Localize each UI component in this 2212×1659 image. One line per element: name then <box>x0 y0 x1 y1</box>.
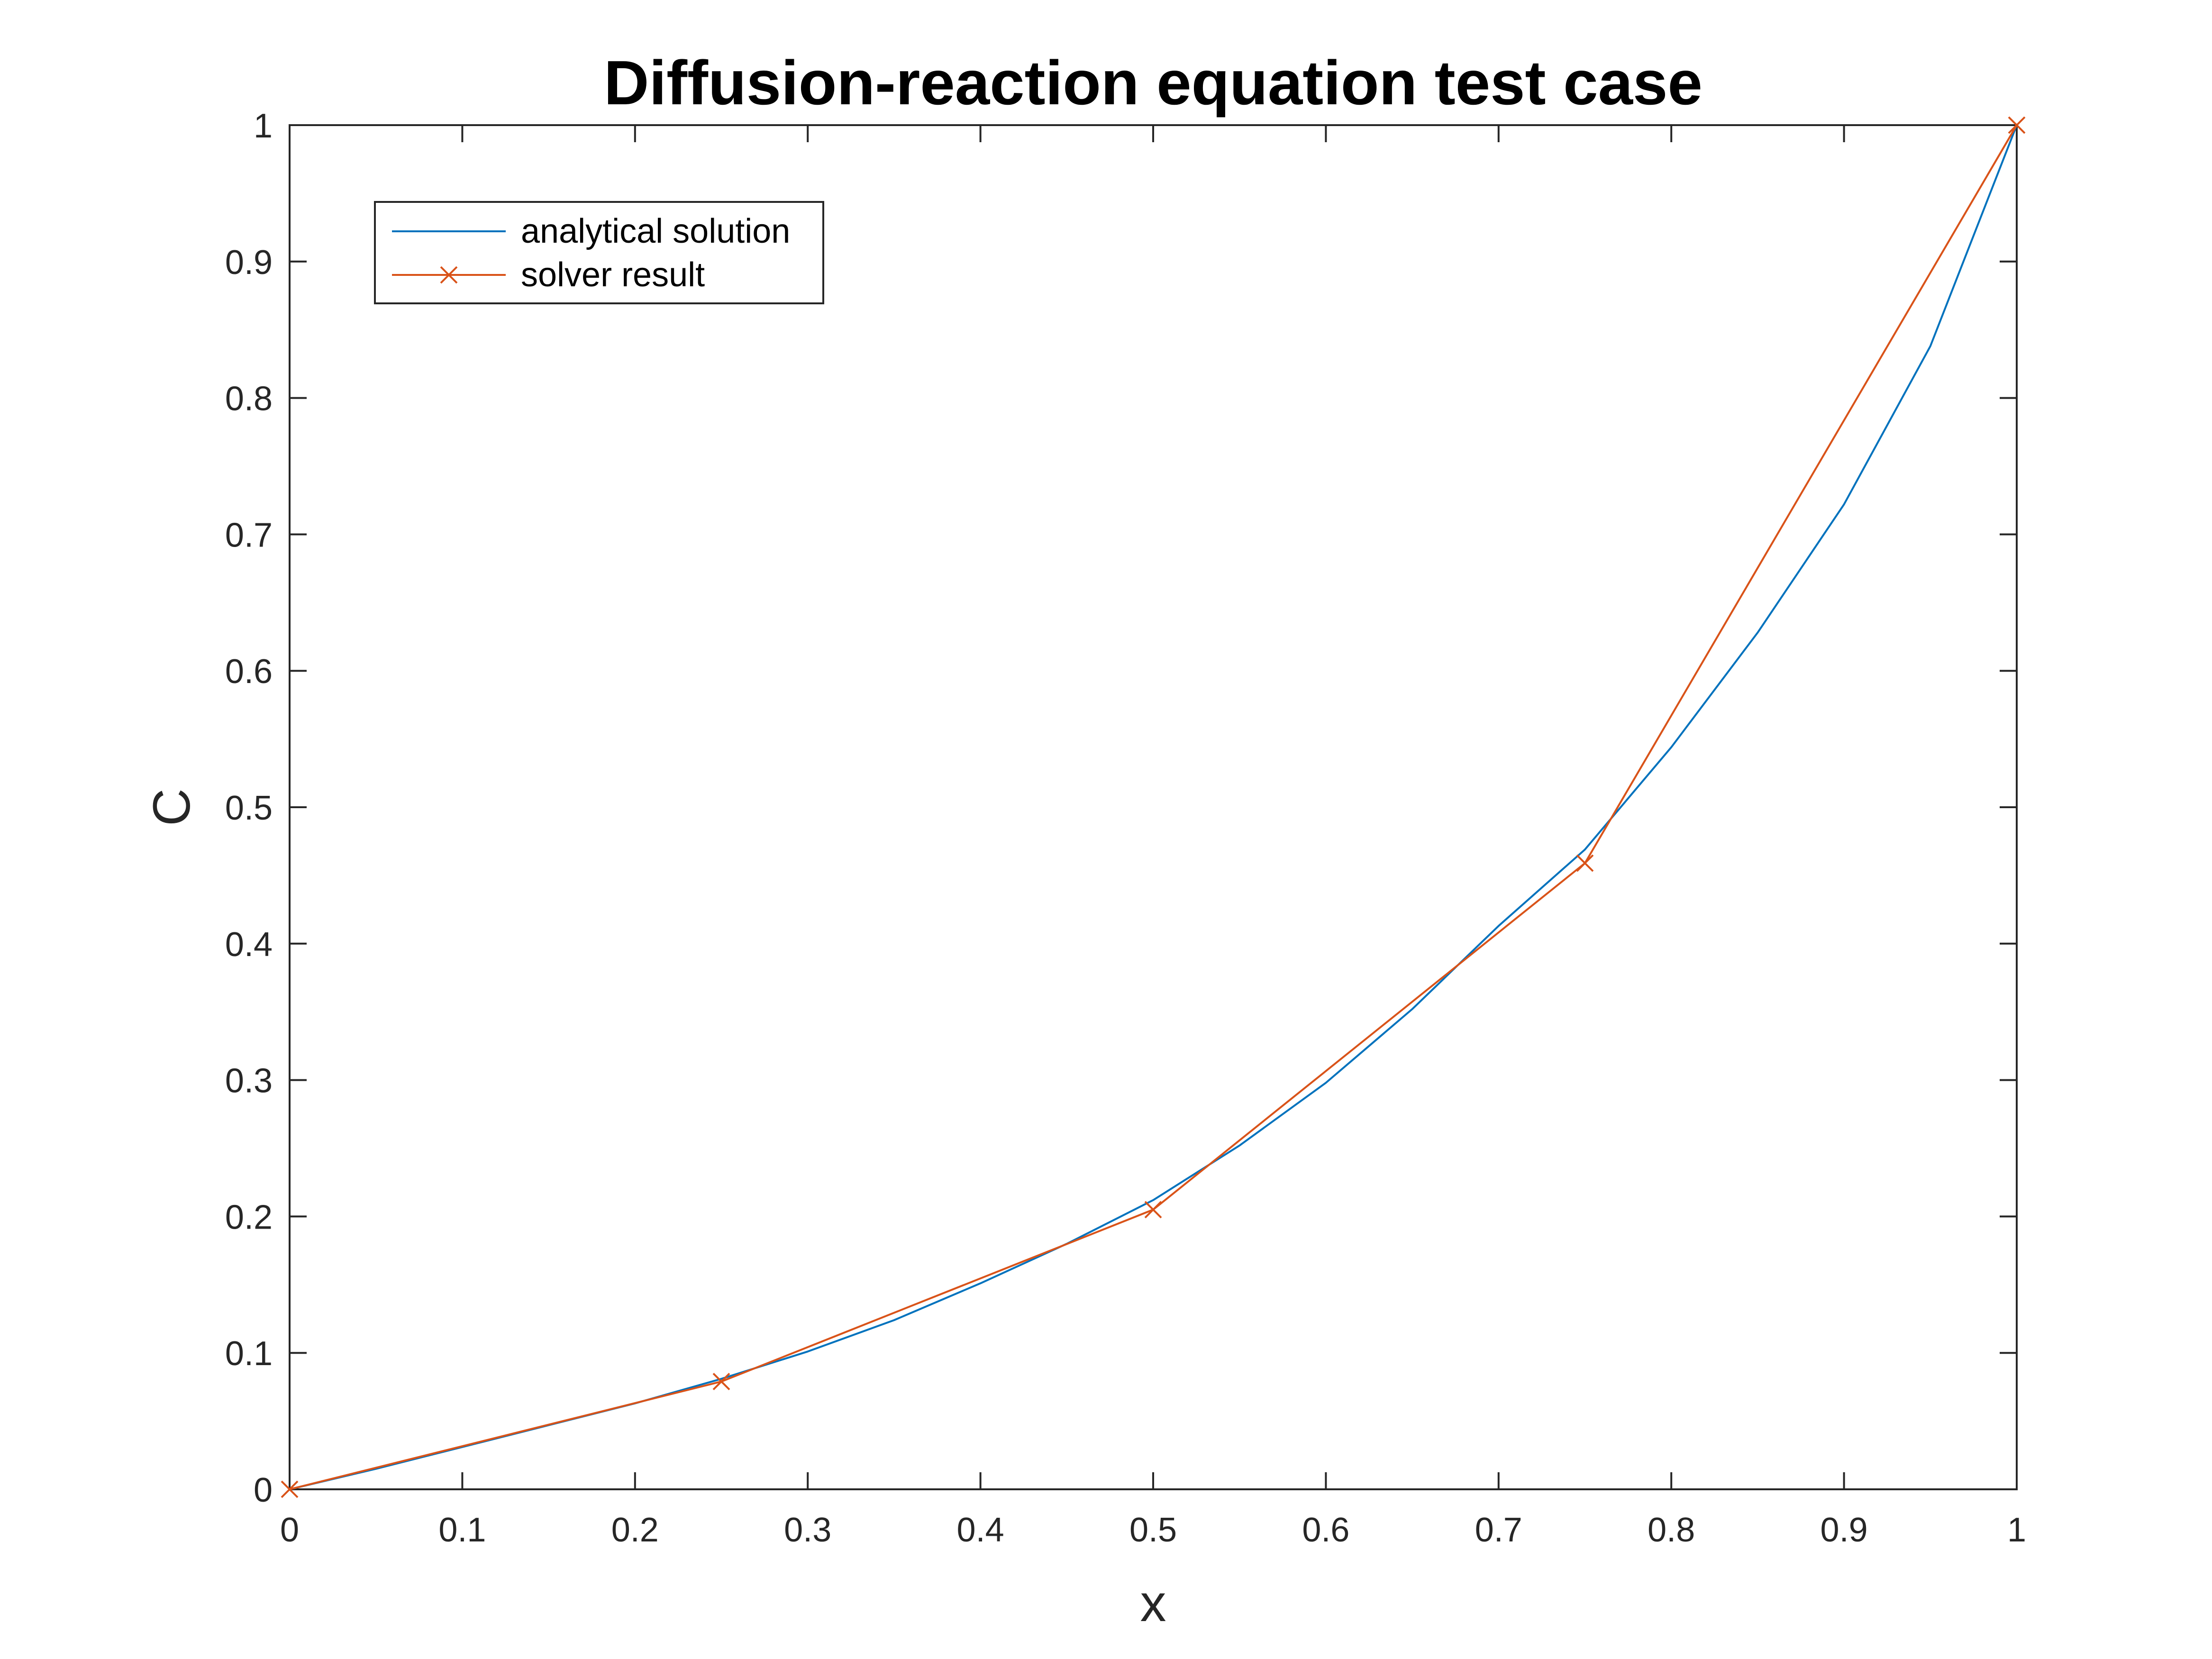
legend-label-solver: solver result <box>521 256 705 294</box>
y-tick-label: 0.9 <box>225 244 273 282</box>
series-layer <box>281 116 2026 1498</box>
y-axis-label: C <box>143 788 201 826</box>
plot-area <box>289 124 2018 1490</box>
y-tick-label: 0.3 <box>225 1062 273 1100</box>
y-tick-label: 1 <box>254 107 273 145</box>
x-tick-label: 0.9 <box>1821 1511 1868 1549</box>
legend-box <box>374 201 824 304</box>
x-axis-label: x <box>1140 1574 1166 1632</box>
y-tick-label: 0.4 <box>225 926 273 964</box>
y-axis-ticks <box>290 124 2017 1490</box>
x-tick-label: 0.5 <box>1129 1511 1177 1549</box>
chart-title: Diffusion-reaction equation test case <box>604 48 1702 118</box>
x-tick-label: 0.3 <box>784 1511 831 1549</box>
legend: analytical solution solver result <box>374 201 824 304</box>
y-tick-label: 0.7 <box>225 516 273 554</box>
x-tick-label: 0.7 <box>1475 1511 1522 1549</box>
x-tick-label: 0.8 <box>1648 1511 1695 1549</box>
x-tick-label: 1 <box>2007 1511 2026 1549</box>
x-tick-label: 0.6 <box>1302 1511 1349 1549</box>
x-tick-label: 0.2 <box>611 1511 659 1549</box>
data-point-marker <box>712 1373 730 1391</box>
data-point-marker <box>1144 1201 1162 1219</box>
y-axis-tick-labels: 0 0.1 0.2 0.3 0.4 0.5 0.6 0.7 0.8 0.9 1 <box>225 107 273 1509</box>
x-tick-label: 0.4 <box>957 1511 1004 1549</box>
legend-label-analytical: analytical solution <box>521 212 790 250</box>
x-axis-tick-labels: 0 0.1 0.2 0.3 0.4 0.5 0.6 0.7 0.8 0.9 1 <box>280 1511 2026 1549</box>
y-tick-label: 0.6 <box>225 653 273 691</box>
x-axis-ticks <box>289 125 2018 1489</box>
x-tick-label: 0.1 <box>438 1511 486 1549</box>
x-tick-label: 0 <box>280 1511 299 1549</box>
legend-marker-solver <box>440 266 458 284</box>
data-point-marker <box>1576 854 1594 872</box>
y-tick-label: 0.1 <box>225 1335 273 1373</box>
y-tick-label: 0.5 <box>225 789 273 827</box>
data-point-marker <box>2008 116 2026 134</box>
y-tick-label: 0 <box>254 1471 273 1509</box>
y-tick-label: 0.8 <box>225 380 273 418</box>
data-point-marker <box>281 1480 299 1498</box>
y-tick-label: 0.2 <box>225 1198 273 1236</box>
